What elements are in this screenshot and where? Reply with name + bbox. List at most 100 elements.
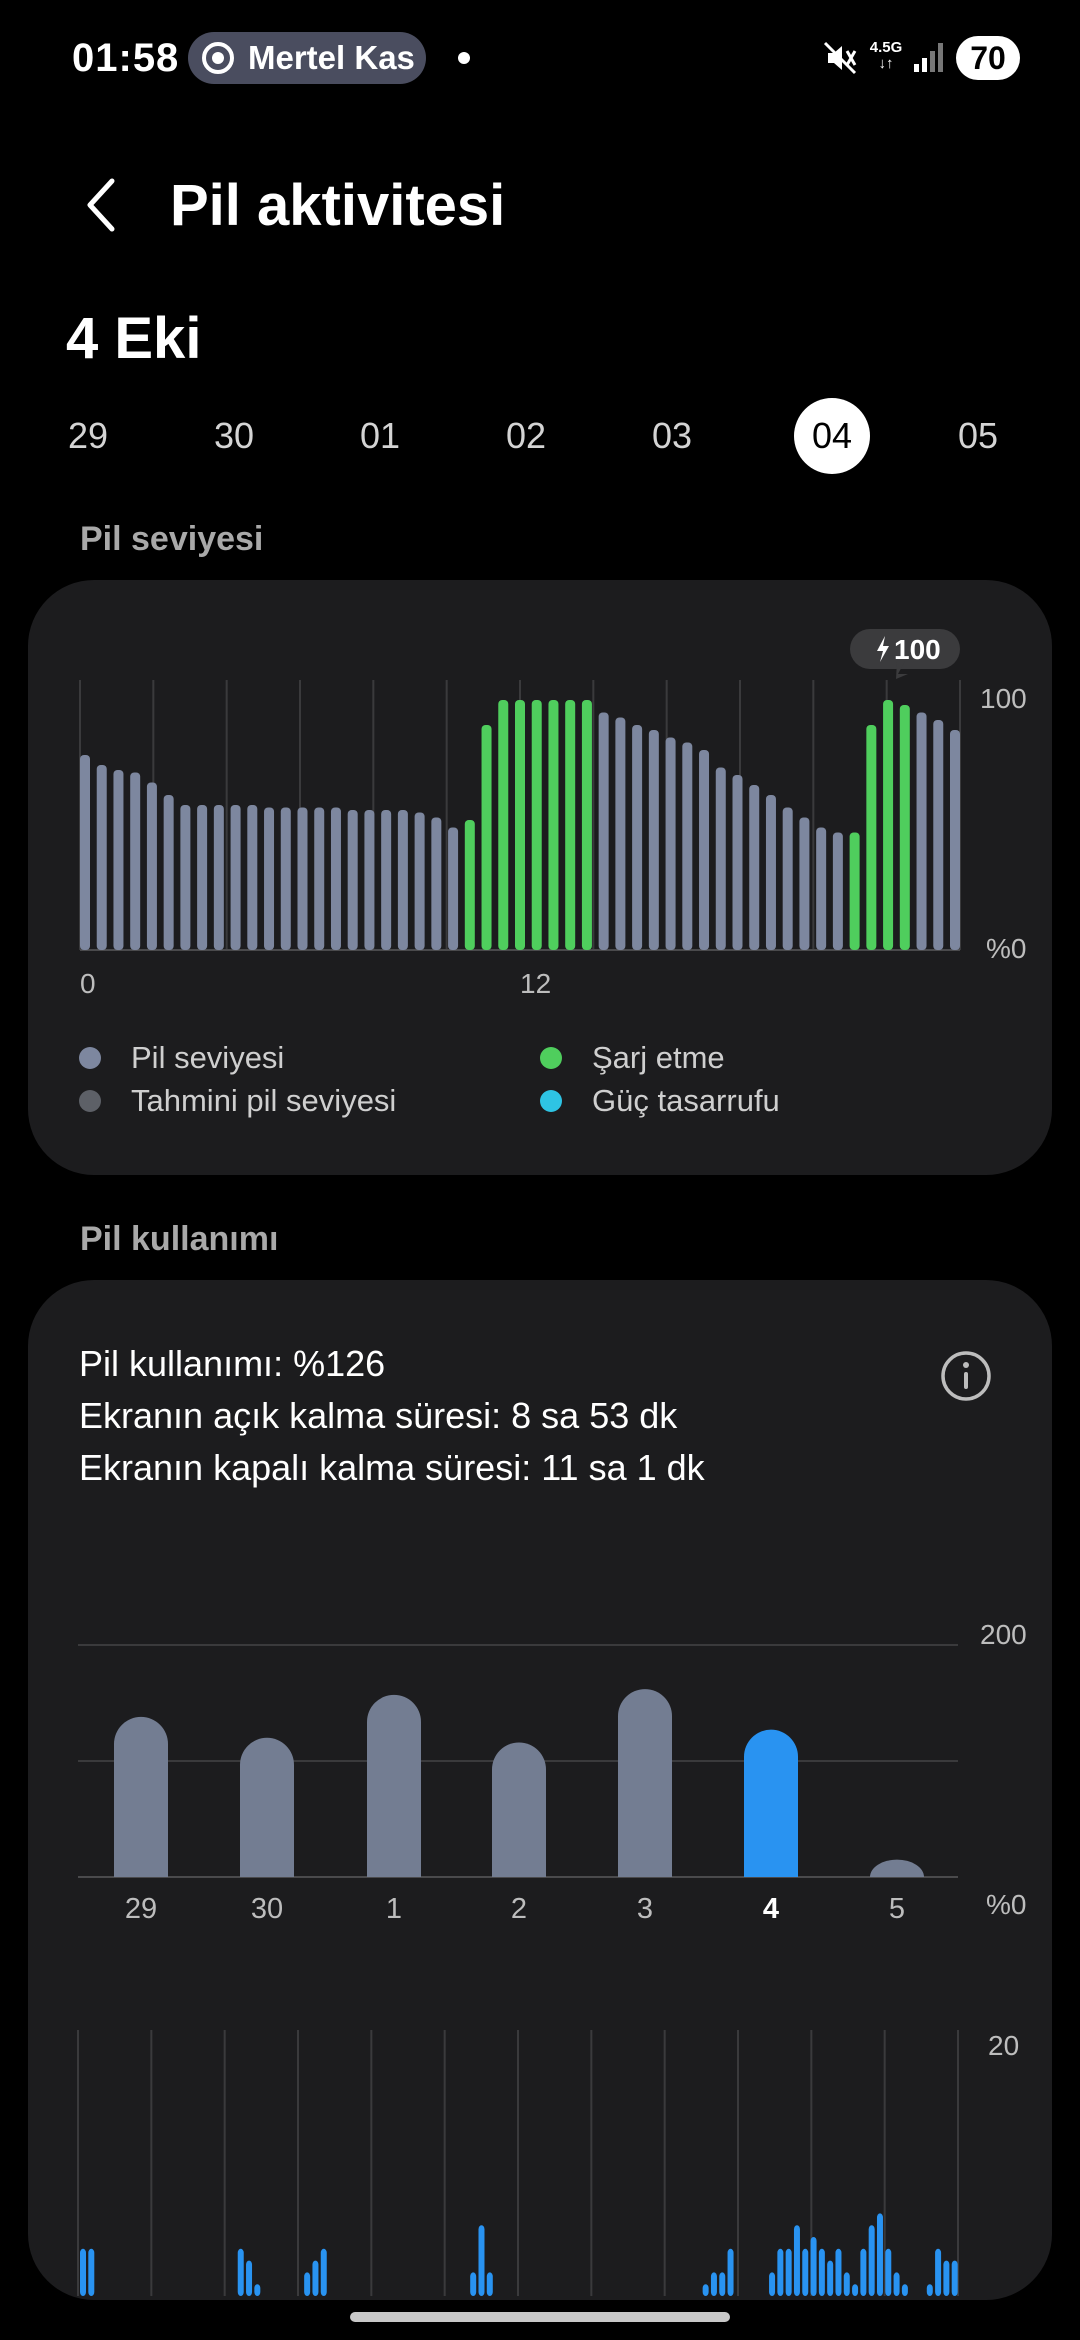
hourly-usage-bar bbox=[810, 2237, 817, 2296]
status-bar: 01:58 Mertel Kas 4.5G ↓↑ 70 bbox=[0, 0, 1080, 120]
hourly-usage-bar bbox=[868, 2225, 875, 2296]
usage-bar[interactable] bbox=[618, 1689, 672, 1877]
hourly-usage-bar bbox=[702, 2284, 709, 2296]
usage-bar[interactable] bbox=[870, 1859, 924, 1877]
battery-level-bar bbox=[197, 805, 208, 950]
battery-level-bar bbox=[264, 807, 275, 950]
page-title: Pil aktivitesi bbox=[170, 173, 506, 238]
day-01[interactable]: 01 bbox=[359, 415, 401, 456]
hourly-usage-bar bbox=[246, 2260, 253, 2296]
battery-indicator: 70 bbox=[956, 36, 1020, 80]
hourly-usage-bar bbox=[470, 2272, 477, 2296]
battery-level-bar bbox=[146, 782, 157, 950]
hourly-usage-bar bbox=[727, 2248, 734, 2296]
day-selector: 29 30 01 02 03 04 05 bbox=[50, 398, 1030, 474]
battery-level-bar bbox=[732, 775, 743, 950]
battery-level-bar bbox=[448, 827, 459, 950]
notification-pill-text: Mertel Kas bbox=[248, 39, 415, 76]
charging-bar bbox=[581, 700, 592, 950]
legend-label: Güç tasarrufu bbox=[592, 1083, 780, 1118]
usage-bar-selected[interactable] bbox=[744, 1729, 798, 1877]
charging-bar bbox=[481, 725, 492, 950]
hourly-usage-bar bbox=[935, 2248, 942, 2296]
legend-label: Tahmini pil seviyesi bbox=[131, 1083, 397, 1118]
day-05[interactable]: 05 bbox=[957, 415, 999, 456]
battery-level-bar bbox=[130, 772, 141, 950]
hourly-usage-bar bbox=[802, 2248, 809, 2296]
hourly-usage-bar bbox=[926, 2284, 933, 2296]
signal-icon bbox=[914, 43, 943, 72]
battery-level-bar bbox=[397, 810, 408, 950]
hourly-usage-bar bbox=[254, 2284, 261, 2296]
usage-y-bottom-label-html: %0 bbox=[986, 1889, 1027, 1920]
legend-charging: Şarj etme bbox=[540, 1040, 725, 1076]
hourly-usage-bar bbox=[710, 2272, 717, 2296]
battery-level-card: 100 100 %0 0 12 Pil seviyesi Tahmini pil… bbox=[28, 580, 1052, 1175]
legend-dot bbox=[540, 1047, 562, 1069]
usage-bar[interactable] bbox=[492, 1742, 546, 1877]
info-icon[interactable] bbox=[940, 1350, 992, 1402]
usage-bar[interactable] bbox=[367, 1694, 421, 1877]
battery-level-bar bbox=[230, 805, 241, 950]
battery-level-bar bbox=[280, 807, 291, 950]
usage-category-label: 29 bbox=[124, 1893, 158, 1925]
hourly-y-top-label: 20 bbox=[988, 2030, 1019, 2061]
level-x-label-0: 0 bbox=[80, 968, 96, 999]
charging-bar bbox=[565, 700, 576, 950]
notification-dot bbox=[458, 52, 470, 64]
legend-battery-level: Pil seviyesi bbox=[79, 1040, 284, 1076]
level-y-top-label: 100 bbox=[980, 683, 1027, 714]
hourly-usage-bar bbox=[885, 2248, 892, 2296]
day-29[interactable]: 29 bbox=[67, 415, 109, 456]
day-03[interactable]: 03 bbox=[651, 415, 693, 456]
home-indicator[interactable] bbox=[350, 2312, 730, 2322]
battery-usage-chart: 200 bbox=[78, 1620, 1027, 1878]
usage-bar[interactable] bbox=[240, 1737, 294, 1877]
battery-level-bar bbox=[180, 805, 191, 950]
battery-level-bar bbox=[213, 805, 224, 950]
hourly-usage-bar bbox=[860, 2248, 867, 2296]
screen-off-time: Ekranın kapalı kalma süresi: 11 sa 1 dk bbox=[79, 1447, 705, 1488]
charge-badge-value: 100 bbox=[894, 634, 941, 665]
charge-badge: 100 bbox=[850, 629, 960, 679]
hourly-usage-bar bbox=[237, 2248, 244, 2296]
hourly-usage-bar bbox=[835, 2248, 842, 2296]
battery-level-bar bbox=[431, 817, 442, 950]
battery-level-bar bbox=[648, 730, 659, 950]
legend-label: Şarj etme bbox=[592, 1040, 725, 1075]
battery-level-section-label: Pil seviyesi bbox=[80, 520, 264, 558]
date-heading: 4 Eki bbox=[66, 306, 202, 371]
hourly-usage-bar bbox=[777, 2248, 784, 2296]
charging-bar bbox=[899, 705, 910, 950]
charging-bar bbox=[849, 832, 860, 950]
charging-bar bbox=[464, 820, 475, 950]
hourly-usage-bar bbox=[893, 2272, 900, 2296]
battery-level-bar bbox=[113, 770, 124, 950]
battery-level-bar bbox=[381, 810, 392, 950]
legend-dot bbox=[79, 1090, 101, 1112]
charging-bar bbox=[548, 700, 559, 950]
notification-pill[interactable]: Mertel Kas bbox=[188, 32, 426, 84]
battery-level-bar bbox=[799, 817, 810, 950]
battery-level-bar bbox=[598, 712, 609, 950]
battery-level-bar bbox=[247, 805, 258, 950]
day-04-selected[interactable]: 04 bbox=[794, 398, 870, 474]
legend-dot bbox=[540, 1090, 562, 1112]
battery-level-bar bbox=[699, 750, 710, 950]
lightning-icon bbox=[877, 636, 889, 662]
day-30[interactable]: 30 bbox=[213, 415, 255, 456]
usage-bar[interactable] bbox=[114, 1716, 168, 1877]
usage-category-label: 5 bbox=[888, 1893, 906, 1925]
hourly-usage-bar bbox=[951, 2260, 958, 2296]
hourly-usage-bar bbox=[312, 2260, 319, 2296]
hourly-usage-bar bbox=[876, 2213, 883, 2296]
level-x-label-12: 12 bbox=[520, 968, 551, 999]
legend-power-saving: Güç tasarrufu bbox=[540, 1083, 780, 1119]
day-02[interactable]: 02 bbox=[505, 415, 547, 456]
charging-bar bbox=[531, 700, 542, 950]
back-arrow-icon[interactable] bbox=[80, 175, 124, 235]
battery-level-bar bbox=[782, 807, 793, 950]
level-y-bottom-label: %0 bbox=[986, 933, 1026, 964]
legend-dot bbox=[79, 1047, 101, 1069]
charging-bar bbox=[498, 700, 509, 950]
